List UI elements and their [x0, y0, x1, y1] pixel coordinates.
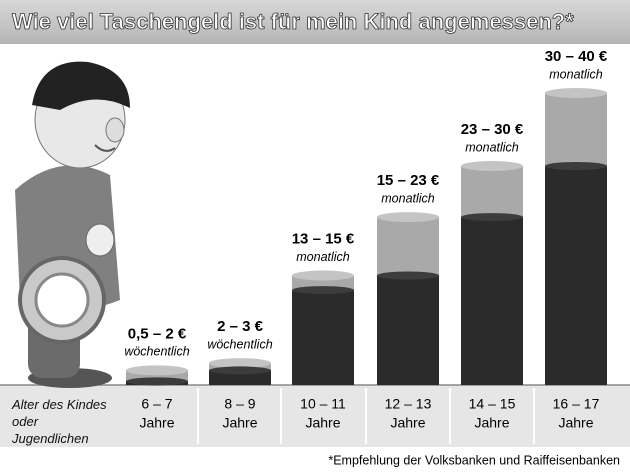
bar-low-cap — [292, 286, 354, 295]
range-label: 15 – 23 € — [377, 172, 440, 189]
bar-low — [461, 217, 523, 385]
bar-cap — [461, 161, 523, 171]
bar-low — [377, 275, 439, 385]
x-tick-label: 12 – 13 — [385, 396, 432, 412]
chart-title: Wie viel Taschengeld ist für mein Kind a… — [12, 9, 574, 34]
bar-cap — [126, 365, 188, 376]
x-tick-unit: Jahre — [222, 415, 257, 431]
range-label: 30 – 40 € — [545, 48, 608, 65]
footnote: *Empfehlung der Volksbanken und Raiffeis… — [328, 453, 620, 467]
period-label: monatlich — [549, 67, 603, 81]
bar-high — [461, 166, 523, 218]
period-label: monatlich — [296, 250, 350, 264]
period-label: wöchentlich — [124, 345, 189, 359]
period-label: monatlich — [465, 140, 519, 154]
bar-low-cap — [377, 271, 439, 280]
bar-cap — [209, 358, 271, 369]
x-tick-unit: Jahre — [305, 415, 340, 431]
bar-high — [545, 93, 607, 166]
bar-cap — [292, 270, 354, 281]
bar-low — [292, 290, 354, 385]
bar-low-cap — [545, 162, 607, 170]
x-tick-label: 14 – 15 — [469, 396, 516, 412]
bar-cap — [545, 88, 607, 98]
x-tick-label: 6 – 7 — [141, 396, 172, 412]
axis-band — [0, 385, 630, 447]
bar-low — [209, 370, 271, 385]
x-tick-label: 8 – 9 — [224, 396, 255, 412]
bar-cap — [377, 212, 439, 223]
period-label: monatlich — [381, 191, 435, 205]
bar-high — [126, 370, 188, 382]
bar-high — [377, 217, 439, 276]
range-label: 13 – 15 € — [292, 230, 355, 247]
x-tick-unit: Jahre — [139, 415, 174, 431]
bar-low — [545, 166, 607, 385]
x-tick-label: 16 – 17 — [553, 396, 600, 412]
range-label: 23 – 30 € — [461, 121, 524, 138]
x-tick-label: 10 – 11 — [300, 396, 346, 412]
x-tick-unit: Jahre — [390, 415, 425, 431]
bar-low-cap — [209, 366, 271, 375]
bar-low-cap — [126, 377, 188, 386]
range-label: 2 – 3 € — [217, 318, 264, 335]
range-label: 0,5 – 2 € — [128, 325, 187, 342]
period-label: wöchentlich — [207, 337, 272, 351]
x-tick-unit: Jahre — [474, 415, 509, 431]
x-axis-label: Alter des Kindes oder Jugendlichen — [12, 397, 107, 446]
bar-low-cap — [461, 213, 523, 222]
title-band — [0, 0, 630, 44]
x-tick-unit: Jahre — [558, 415, 593, 431]
boy-illustration — [15, 61, 130, 388]
